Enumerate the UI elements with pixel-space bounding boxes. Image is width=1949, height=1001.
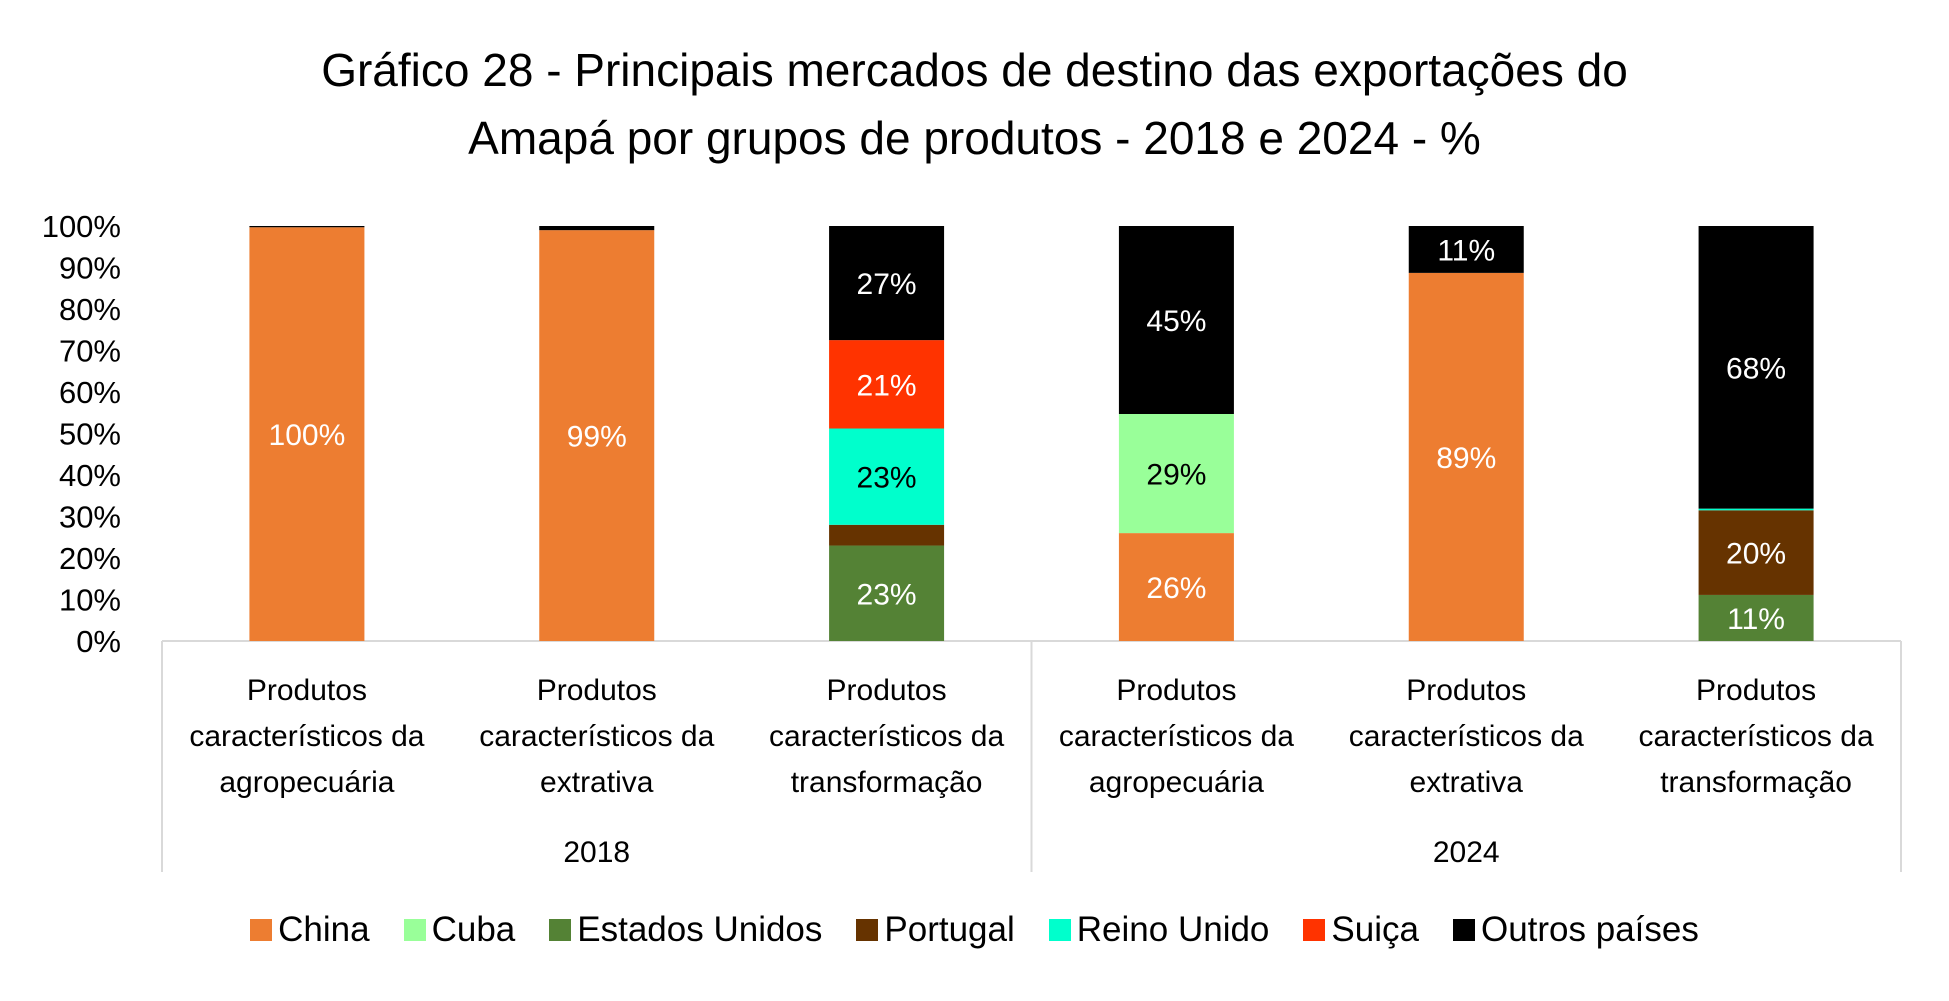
category-label: característicos da bbox=[769, 720, 1004, 753]
legend-item: Estados Unidos bbox=[549, 910, 822, 950]
bar-segment-reino-unido bbox=[829, 428, 945, 525]
category-label: característicos da bbox=[1639, 720, 1874, 753]
bar-segment-suiça bbox=[829, 340, 945, 429]
y-tick-label: 100% bbox=[42, 209, 121, 244]
data-label: 20% bbox=[1726, 538, 1786, 571]
y-tick-label: 70% bbox=[59, 334, 121, 369]
legend-swatch bbox=[1048, 919, 1071, 941]
group-label: 2018 bbox=[563, 836, 630, 869]
category-label: Produtos bbox=[827, 674, 947, 707]
bar-segment-outros-países bbox=[829, 226, 945, 341]
category-label: transformação bbox=[791, 766, 983, 799]
category-label: extrativa bbox=[1410, 766, 1524, 799]
category-label: agropecuária bbox=[219, 766, 394, 799]
bar-segment-cuba bbox=[1118, 413, 1234, 534]
legend-label: Estados Unidos bbox=[577, 910, 823, 949]
group-label: 2024 bbox=[1433, 836, 1500, 869]
data-label: 23% bbox=[857, 462, 917, 495]
bar-segment-outros-países bbox=[249, 226, 365, 228]
category-label: Produtos bbox=[247, 674, 367, 707]
legend-swatch bbox=[403, 919, 426, 941]
category-label: agropecuária bbox=[1089, 766, 1264, 799]
category-label: Produtos bbox=[537, 674, 657, 707]
legend-item: Suiça bbox=[1303, 910, 1419, 950]
legend-label: Cuba bbox=[431, 910, 516, 949]
legend-label: Portugal bbox=[884, 910, 1015, 949]
data-label: 11% bbox=[1727, 603, 1785, 636]
y-tick-label: 20% bbox=[59, 541, 121, 576]
y-tick-label: 30% bbox=[59, 500, 121, 535]
y-tick-label: 60% bbox=[59, 375, 121, 410]
legend-swatch bbox=[549, 919, 572, 941]
data-label: 45% bbox=[1146, 305, 1206, 338]
category-label: característicos da bbox=[1349, 720, 1584, 753]
bar-segment-outros-países bbox=[1698, 226, 1814, 509]
data-label: 21% bbox=[857, 369, 917, 402]
category-label: característicos da bbox=[479, 720, 714, 753]
category-label: extrativa bbox=[540, 766, 654, 799]
data-label: 89% bbox=[1436, 442, 1496, 475]
legend-swatch bbox=[856, 919, 879, 941]
legend-label: China bbox=[278, 910, 370, 949]
bar-segment-estados-unidos bbox=[829, 545, 945, 641]
category-label: Produtos bbox=[1696, 674, 1816, 707]
legend-swatch bbox=[250, 919, 273, 941]
bar-segment-china bbox=[1118, 533, 1234, 641]
y-tick-label: 50% bbox=[59, 417, 121, 452]
chart-legend: China Cuba Estados Unidos Portugal Reino Uni… bbox=[0, 910, 1949, 950]
data-label: 99% bbox=[567, 421, 627, 454]
data-label: 29% bbox=[1146, 459, 1206, 492]
legend-item: Portugal bbox=[856, 910, 1015, 950]
legend-item: Outros países bbox=[1452, 910, 1699, 950]
bar-segment-china bbox=[249, 227, 365, 641]
y-tick-label: 40% bbox=[59, 458, 121, 493]
data-label: 23% bbox=[857, 578, 917, 611]
chart-title-line-2: Amapá por grupos de produtos - 2018 e 20… bbox=[468, 112, 1481, 164]
category-label: característicos da bbox=[189, 720, 424, 753]
data-label: 27% bbox=[857, 268, 917, 301]
legend-swatch bbox=[1303, 919, 1326, 941]
legend-item: China bbox=[250, 910, 370, 950]
data-label: 26% bbox=[1146, 572, 1206, 605]
legend-item: Reino Unido bbox=[1048, 910, 1270, 950]
legend-swatch bbox=[1452, 919, 1475, 941]
y-tick-label: 80% bbox=[59, 292, 121, 327]
data-label: 100% bbox=[269, 419, 346, 452]
legend-item: Cuba bbox=[403, 910, 516, 950]
bar-segment-portugal bbox=[829, 524, 945, 546]
y-tick-label: 10% bbox=[59, 583, 121, 618]
category-label: transformação bbox=[1660, 766, 1852, 799]
bar-segment-reino-unido bbox=[1698, 508, 1814, 511]
data-label: 11% bbox=[1437, 234, 1495, 267]
legend-label: Suiça bbox=[1331, 910, 1419, 949]
bar-segment-portugal bbox=[1698, 510, 1814, 595]
legend-label: Outros países bbox=[1480, 910, 1699, 949]
bar-segment-china bbox=[1408, 272, 1524, 641]
data-label: 68% bbox=[1726, 352, 1786, 385]
y-tick-label: 90% bbox=[59, 251, 121, 286]
bar-segment-estados-unidos bbox=[1698, 594, 1814, 641]
category-label: característicos da bbox=[1059, 720, 1294, 753]
chart-title-line-1: Gráfico 28 - Principais mercados de dest… bbox=[321, 44, 1628, 96]
bar-segment-outros-países bbox=[539, 226, 655, 231]
y-tick-label: 0% bbox=[76, 624, 121, 659]
category-label: Produtos bbox=[1116, 674, 1236, 707]
legend-label: Reino Unido bbox=[1076, 910, 1270, 949]
bar-segment-outros-países bbox=[1408, 226, 1524, 273]
bar-segment-outros-países bbox=[1118, 226, 1234, 414]
category-label: Produtos bbox=[1406, 674, 1526, 707]
bar-segment-china bbox=[539, 230, 655, 641]
